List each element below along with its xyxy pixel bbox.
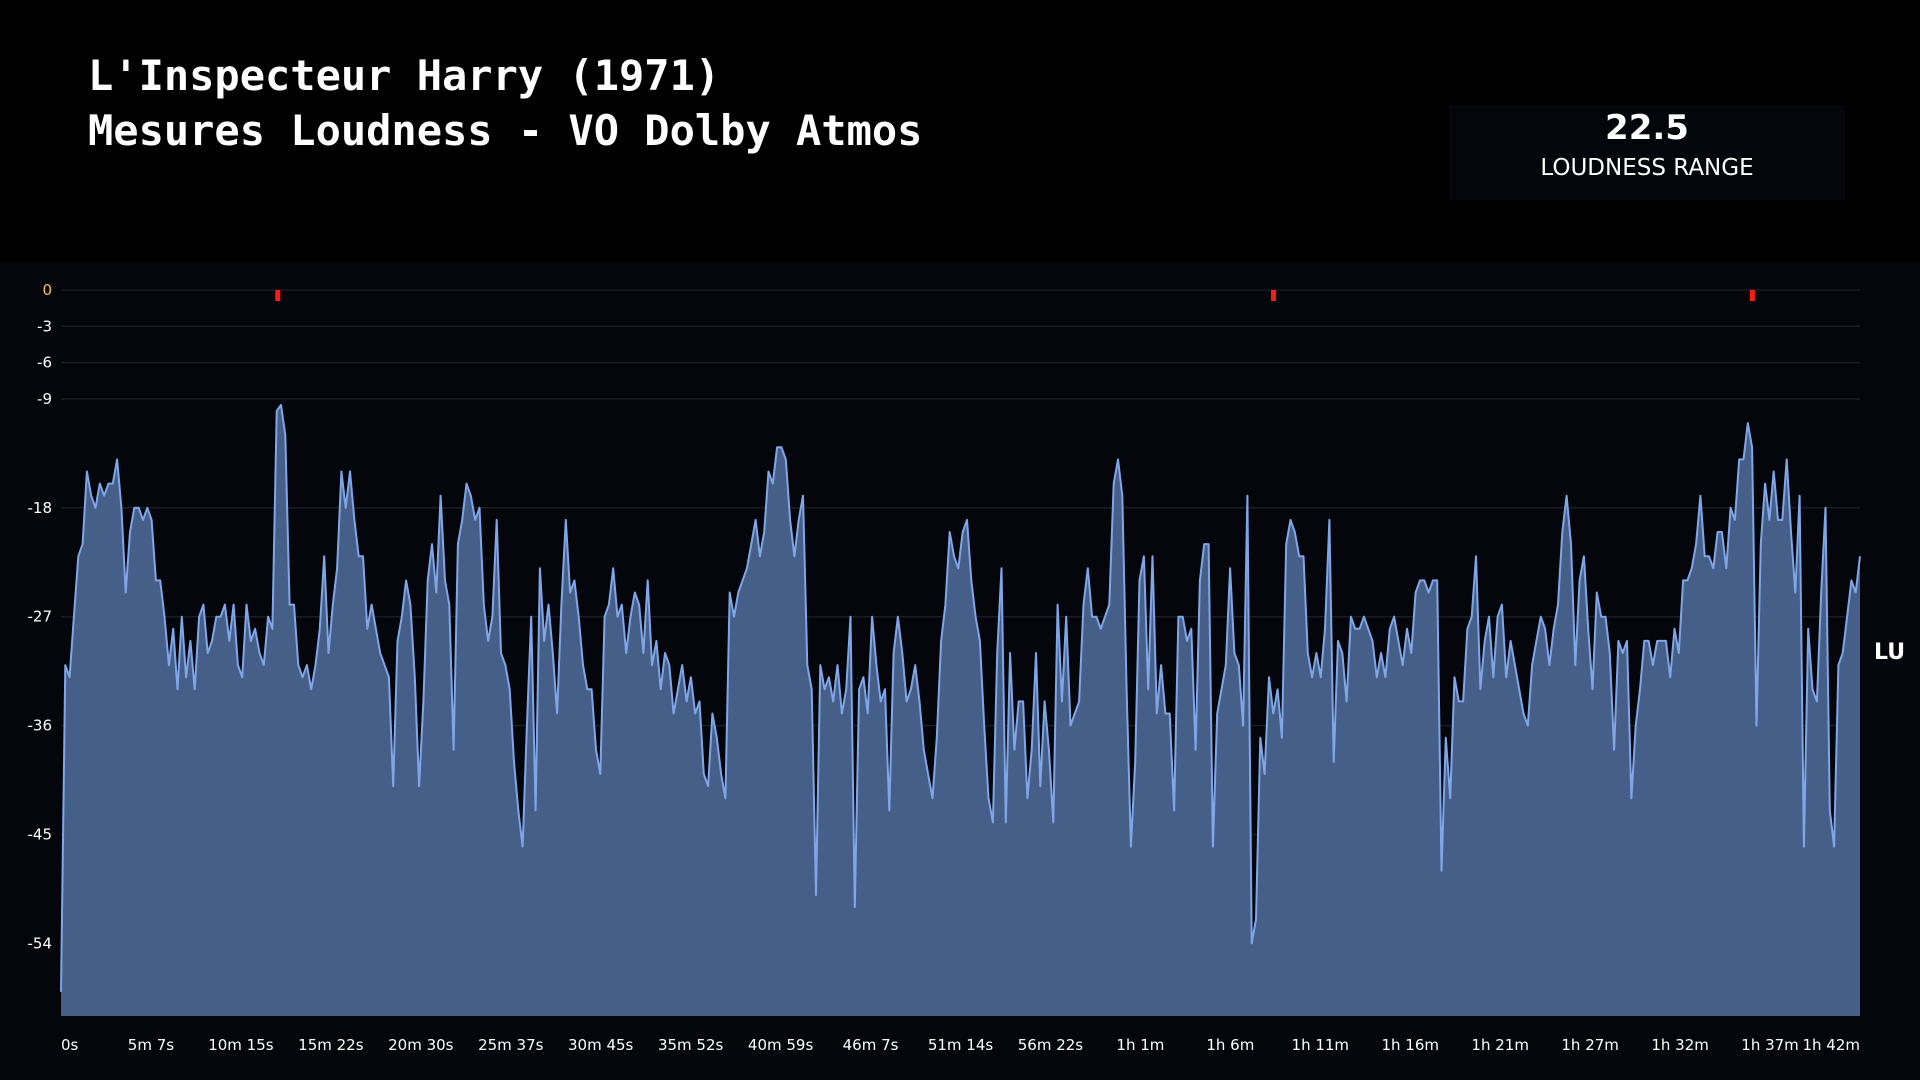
y-tick-label: 0: [42, 281, 52, 299]
x-tick-label: 1h 21m: [1471, 1036, 1529, 1054]
y-tick-label: -36: [28, 717, 53, 735]
x-tick-label: 1h 11m: [1292, 1036, 1350, 1054]
x-tick-label: 1h 37m: [1741, 1036, 1799, 1054]
x-tick-label: 1h 27m: [1561, 1036, 1619, 1054]
x-tick-label: 15m 22s: [298, 1036, 364, 1054]
true-peak-marker: [1749, 290, 1755, 301]
y-tick-label: -3: [37, 317, 52, 335]
x-tick-label: 1h 6m: [1206, 1036, 1254, 1054]
true-peak-marker: [275, 290, 281, 301]
x-tick-label: 1h 42m: [1802, 1036, 1860, 1054]
x-tick-label: 46m 7s: [843, 1036, 899, 1054]
y-tick-label: -6: [37, 354, 52, 372]
y-tick-label: -45: [28, 826, 53, 844]
x-tick-label: 1h 32m: [1651, 1036, 1709, 1054]
x-tick-label: 1h 1m: [1116, 1036, 1164, 1054]
x-tick-label: 30m 45s: [568, 1036, 634, 1054]
x-tick-label: 5m 7s: [128, 1036, 174, 1054]
loudness-range-label: LOUDNESS RANGE: [1540, 155, 1754, 181]
page-title: L'Inspecteur Harry (1971) Mesures Loudnes…: [88, 48, 922, 158]
y-tick-label: -18: [28, 499, 53, 517]
title-film: L'Inspecteur Harry (1971): [88, 51, 721, 100]
x-tick-label: 51m 14s: [928, 1036, 994, 1054]
loudness-range-value: 22.5: [1605, 108, 1689, 148]
loudness-range-card: 22.5 LOUDNESS RANGE: [1449, 105, 1845, 200]
true-peak-marker: [1270, 290, 1276, 301]
x-tick-label: 25m 37s: [478, 1036, 544, 1054]
y-tick-label: -9: [37, 390, 52, 408]
x-tick-label: 1h 16m: [1381, 1036, 1439, 1054]
x-tick-label: 0s: [61, 1036, 79, 1054]
x-tick-label: 35m 52s: [658, 1036, 724, 1054]
y-tick-label: -27: [28, 608, 53, 626]
x-tick-label: 10m 15s: [208, 1036, 274, 1054]
x-tick-label: 56m 22s: [1018, 1036, 1084, 1054]
x-tick-label: 40m 59s: [748, 1036, 814, 1054]
loudness-line: [60, 403, 1861, 992]
y-tick-label: -54: [28, 934, 53, 952]
x-tick-label: 20m 30s: [388, 1036, 454, 1054]
y-axis-unit-label: LU: [1874, 640, 1906, 665]
title-subtitle: Mesures Loudness - VO Dolby Atmos: [88, 106, 923, 155]
loudness-area: [61, 404, 1860, 1016]
